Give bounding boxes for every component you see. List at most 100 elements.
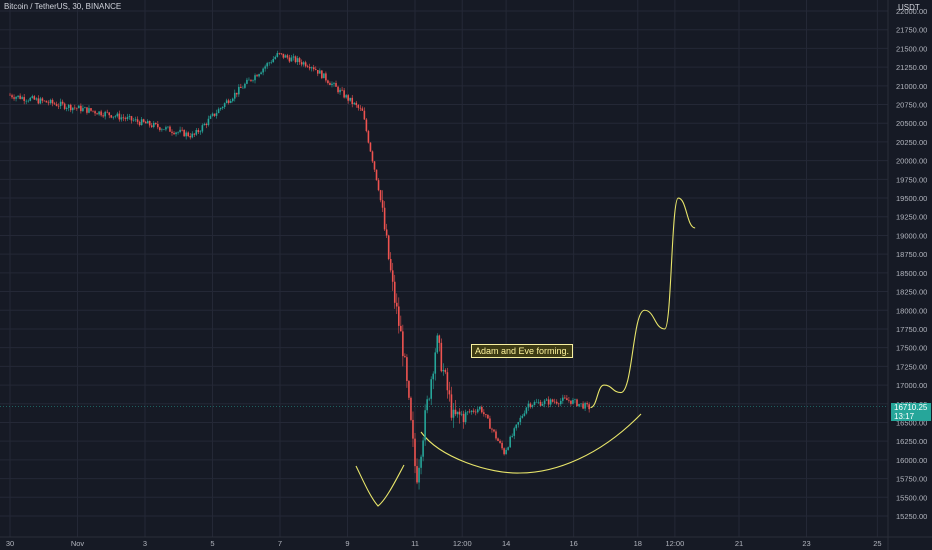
candle-body [142,119,145,122]
candle-body [497,438,499,441]
candle-body [108,112,111,116]
x-tick-label: 12:00 [453,539,472,548]
candle-body [317,70,319,74]
candle-body [213,113,216,116]
candle-body [523,413,526,416]
candle-body [286,55,289,58]
candle-body [94,111,96,114]
last-price-value: 16710.25 [894,403,928,412]
candle-body [321,70,323,79]
candle-body [252,80,254,81]
candle-body [535,402,538,403]
candle-body [47,102,50,104]
candle-body [35,98,38,100]
adam-v-curve[interactable] [355,464,405,507]
candle-body [23,97,25,101]
symbol-title: Bitcoin / TetherUS, 30, BINANCE [4,2,122,11]
candle-body [211,113,214,116]
candle-body [481,406,483,413]
pattern-drawings[interactable] [355,413,642,507]
candle-body [197,130,200,133]
candle-body [238,86,240,95]
price-axis[interactable]: 22000.00 21750.00 21500.00 21250.00 21000.00… [887,0,927,550]
candle-body [507,447,509,450]
candle-body [452,409,455,418]
candle-body [531,405,534,407]
eve-rounded-bottom-curve[interactable] [420,413,642,474]
candle-body [345,95,347,98]
candle-body [159,127,161,131]
candle-body [430,379,432,399]
candle-body [395,302,398,307]
y-tick-label: 20000.00 [896,157,927,166]
candle-body [167,126,169,128]
annotation-label[interactable]: Adam and Eve forming. [471,344,574,358]
candle-body [369,142,372,152]
y-tick-label: 20250.00 [896,138,927,147]
candle-body [288,57,291,62]
y-tick-label: 15750.00 [896,475,927,484]
candle-body [43,100,46,102]
candle-body [568,400,570,401]
candle-body [424,410,426,441]
x-tick-label: 9 [345,539,349,548]
y-tick-label: 16000.00 [896,456,927,465]
candle-body [45,100,48,103]
projected-price-path[interactable] [590,197,696,409]
y-tick-label: 17000.00 [896,381,927,390]
candle-body [347,95,349,101]
chart-grid [0,0,888,537]
candle-body [555,401,558,404]
x-tick-label: 11 [411,539,419,548]
candle-body [215,113,218,116]
candle-body [102,115,104,117]
candle-body [436,335,439,353]
candle-body [187,132,189,137]
candle-body [183,129,185,137]
candle-body [353,102,356,104]
candle-body [434,352,437,374]
candle-body [513,428,516,436]
time-axis[interactable]: 30 Nov 3 5 7 9 11 12:00 14 16 18 12:00 21 23 25 [0,536,932,548]
candle-body [329,83,331,86]
projection-drawing[interactable] [590,197,696,409]
candle-body [146,121,149,124]
y-tick-label: 17750.00 [896,325,927,334]
candle-body [588,404,590,410]
candle-body [515,424,518,429]
candle-body [426,399,428,411]
candle-body [246,79,248,84]
candle-body [365,119,368,132]
candle-body [9,94,11,96]
candle-body [543,400,546,405]
candle-body [339,89,341,93]
candle-body [205,123,208,125]
candle-body [547,399,550,405]
candle-body [406,357,408,381]
candle-body [114,116,117,117]
candle-body [274,56,277,59]
candle-body [333,82,335,84]
candle-body [67,104,70,108]
candle-body [221,106,224,109]
candle-body [254,75,256,81]
candle-body [177,132,179,133]
y-tick-label: 22000.00 [896,7,927,16]
candle-body [134,119,137,121]
candle-body [201,125,204,132]
x-tick-label: 14 [502,539,510,548]
candle-body [444,369,447,373]
candle-body [302,62,305,65]
candle-body [128,116,131,117]
candle-body [110,115,113,118]
candle-body [489,418,491,429]
last-price-tag: 16710.25 13:17 [891,403,931,421]
candle-body [240,86,242,88]
candle-body [229,101,232,103]
candle-body [17,95,19,97]
candle-body [152,122,155,127]
y-tick-label: 19500.00 [896,194,927,203]
y-tick-label: 20500.00 [896,119,927,128]
candle-body [428,398,430,400]
